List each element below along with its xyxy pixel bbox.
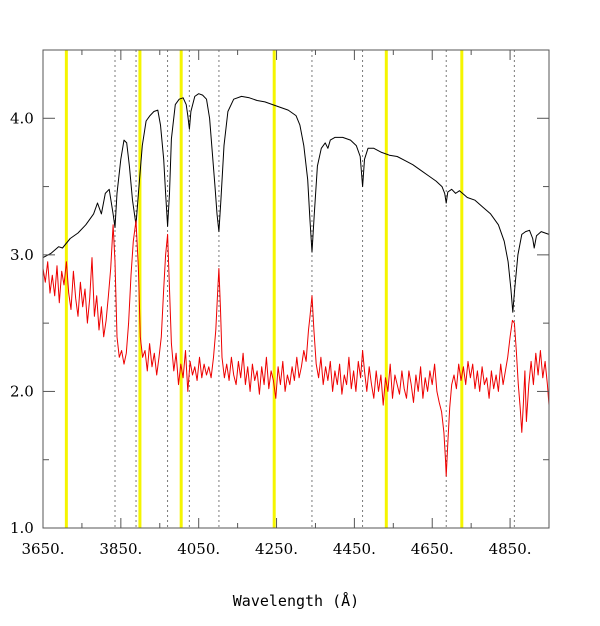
y-tick-label: 2.0 [10,382,34,400]
y-tick-label: 1.0 [10,519,34,537]
plot-frame [42,49,550,529]
x-tick-label: 3650. [22,540,65,558]
y-tick-label: 3.0 [10,246,34,264]
series-layer [42,93,550,477]
x-tick-label: 4250. [255,540,298,558]
x-tick-label: 4050. [177,540,220,558]
axis-tick-labels: 3650. 3850. 4050. 4250. 4450. 4650. 4850. 1.0 2.… [10,109,532,558]
yellow-marker-lines [64,50,464,528]
x-tick-label: 4450. [333,540,376,558]
series-line-1 [42,93,550,313]
x-axis-title: Wavelength (Å) [233,591,359,610]
axis-ticks [42,50,549,529]
x-tick-label: 4650. [411,540,454,558]
dotted-marker-lines [114,50,515,528]
x-tick-label: 3850. [99,540,142,558]
series-line-2 [42,220,550,477]
x-tick-label: 4850. [489,540,532,558]
y-tick-label: 4.0 [10,109,34,127]
